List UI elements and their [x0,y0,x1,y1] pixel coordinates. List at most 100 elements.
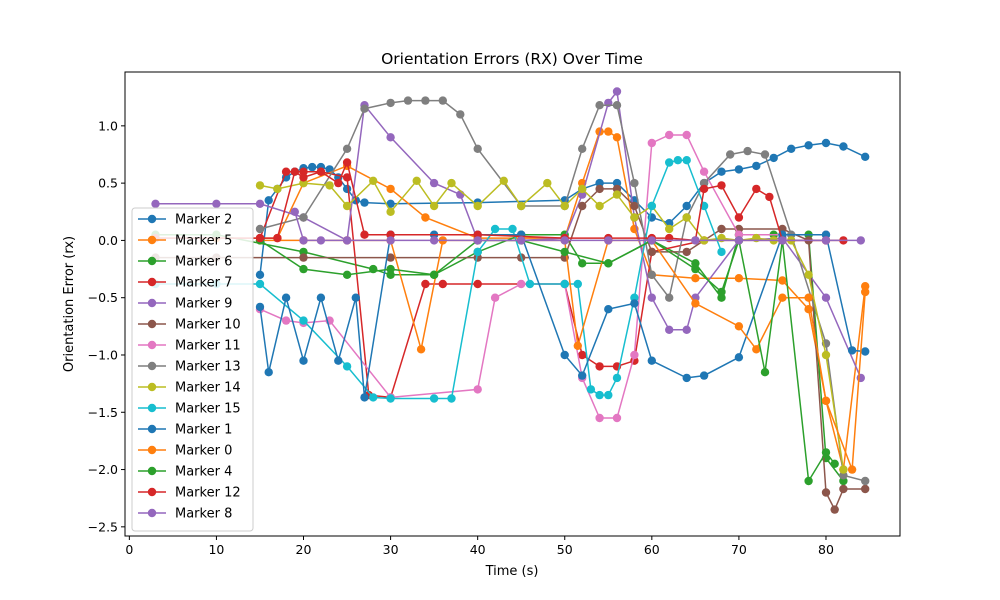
data-point [734,213,744,222]
data-point [804,141,813,150]
data-point [839,142,848,151]
data-point [281,167,291,176]
data-point [821,293,831,302]
data-point [255,181,265,190]
data-point [560,201,569,211]
data-point [438,96,447,105]
data-point [421,279,430,289]
series-line [294,211,861,242]
data-point [647,293,656,302]
data-point [578,350,587,360]
data-point [429,201,439,211]
data-point [386,207,395,216]
data-point [299,264,308,274]
data-point [861,152,870,161]
x-tick-label: 50 [557,542,573,557]
data-point [861,282,870,291]
plot-lines [151,87,870,514]
legend-label: Marker 10 [175,318,241,333]
data-point [273,184,282,194]
data-point [517,279,526,289]
data-point [212,199,221,208]
data-point [421,213,430,222]
data-point [299,316,308,325]
data-point [665,293,674,302]
data-point [821,488,831,497]
data-point [604,390,613,400]
data-point [360,393,369,402]
data-point [630,201,639,211]
data-point [717,181,726,190]
y-tick-label: −0.5 [88,290,118,305]
data-point [691,264,700,274]
y-tick-label: −1.5 [88,405,118,420]
data-point [699,178,709,188]
data-point [665,224,674,234]
data-point [578,144,587,153]
x-axis: 0 10 20 30 40 50 60 70 80 [125,536,834,557]
data-point [821,138,831,148]
data-point [752,161,761,171]
data-point [386,98,395,108]
data-point [847,346,857,355]
data-point [299,356,308,365]
data-point [508,224,517,234]
x-tick-label: 0 [125,542,133,557]
series-marker-8 [290,207,865,245]
legend-marker [147,298,157,308]
data-point [612,373,622,383]
legend-label: Marker 12 [175,486,241,501]
data-point [856,373,865,383]
legend-marker [147,256,157,266]
x-tick-label: 80 [818,542,834,557]
legend-marker [147,445,157,455]
data-point [734,165,744,174]
data-point [560,350,569,360]
data-point [612,413,622,423]
data-point [734,274,744,283]
data-point [752,184,761,194]
data-point [717,287,726,297]
legend-marker [147,319,157,329]
data-point [360,104,369,113]
data-point [578,184,587,194]
data-point [691,236,700,245]
data-point [830,459,839,468]
data-point [573,341,582,350]
legend-label: Marker 7 [175,276,232,291]
y-tick-label: −2.5 [88,519,118,534]
data-point [804,293,813,302]
series-line [259,237,836,484]
data-point [499,176,508,185]
data-point [630,213,639,222]
data-point [578,201,587,211]
x-axis-label: Time (s) [485,564,539,579]
data-point [682,156,691,165]
data-point [438,279,447,289]
data-point [342,144,352,153]
data-point [255,224,265,234]
legend-label: Marker 6 [175,255,232,270]
data-point [264,196,273,205]
data-point [473,247,482,257]
data-point [342,236,352,245]
plot-frame [124,71,901,537]
data-point [839,465,848,474]
legend-label: Marker 5 [175,234,232,249]
data-point [369,393,378,402]
data-point [787,144,796,153]
x-tick-label: 10 [208,542,224,557]
data-point [473,279,482,289]
data-point [861,287,870,297]
data-point [612,190,622,199]
data-point [612,178,622,188]
data-point [299,213,308,222]
data-point [861,476,870,486]
data-point [691,274,700,283]
data-point [734,353,744,362]
legend-label: Marker 11 [175,339,241,354]
data-point [665,158,674,167]
legend-marker [147,340,157,350]
data-point [412,176,421,185]
